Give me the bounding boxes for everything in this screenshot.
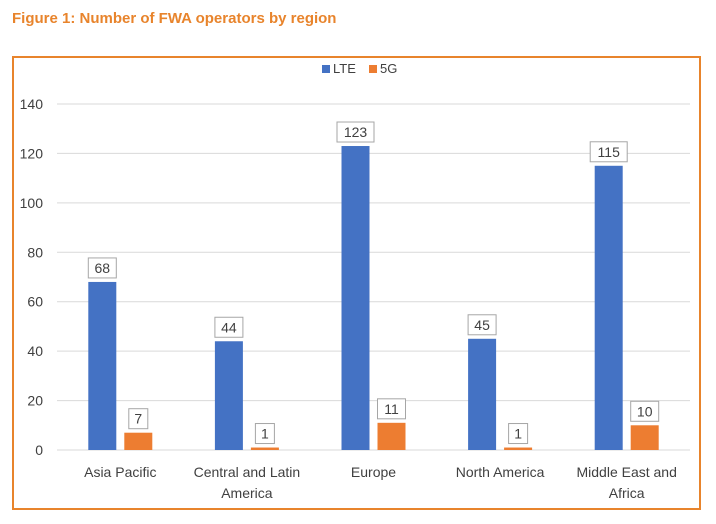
data-label: 10 <box>637 403 653 419</box>
legend-label: 5G <box>380 61 397 76</box>
x-tick-label: America <box>221 485 273 501</box>
data-label: 123 <box>344 124 368 140</box>
legend-swatch <box>369 65 377 73</box>
data-label: 44 <box>221 319 237 335</box>
legend-label: LTE <box>333 61 356 76</box>
bar <box>214 341 243 450</box>
chart-frame <box>12 56 701 510</box>
data-label: 7 <box>134 411 142 427</box>
bar <box>88 281 117 450</box>
y-tick-label: 140 <box>20 96 44 112</box>
bar <box>377 422 406 450</box>
y-tick-label: 40 <box>27 343 43 359</box>
data-label-box <box>467 314 497 336</box>
x-tick-label: Africa <box>609 485 645 501</box>
data-label: 1 <box>261 426 269 442</box>
bar <box>594 165 623 451</box>
data-label-box <box>87 257 117 279</box>
y-tick-label: 120 <box>20 145 44 161</box>
x-tick-label: North America <box>456 464 545 480</box>
data-label-box <box>254 423 275 445</box>
y-tick-label: 60 <box>27 294 43 310</box>
y-tick-label: 20 <box>27 393 43 409</box>
bar <box>468 338 497 450</box>
bar <box>630 425 659 450</box>
data-label: 11 <box>384 401 399 417</box>
x-tick-label: Asia Pacific <box>84 464 156 480</box>
bar <box>124 432 153 450</box>
data-label-box <box>377 398 406 420</box>
data-label: 1 <box>514 426 522 442</box>
data-label-box <box>128 408 149 430</box>
data-label-box <box>630 400 660 422</box>
legend-swatch <box>322 65 330 73</box>
y-tick-label: 80 <box>27 244 43 260</box>
bar <box>341 146 370 450</box>
data-label: 45 <box>474 317 490 333</box>
data-label: 68 <box>95 260 111 276</box>
data-label-box <box>336 121 375 143</box>
data-label: 115 <box>598 144 621 160</box>
x-tick-label: Central and Latin <box>194 464 301 480</box>
data-label-box <box>589 141 628 163</box>
y-tick-label: 100 <box>20 195 44 211</box>
y-tick-label: 0 <box>35 442 43 458</box>
bar <box>250 447 279 450</box>
bar <box>504 447 533 450</box>
figure-title: Figure 1: Number of FWA operators by reg… <box>12 10 337 27</box>
x-tick-label: Middle East and <box>576 464 676 480</box>
data-label-box <box>508 423 529 445</box>
x-tick-label: Europe <box>351 464 396 480</box>
data-label-box <box>214 316 244 338</box>
